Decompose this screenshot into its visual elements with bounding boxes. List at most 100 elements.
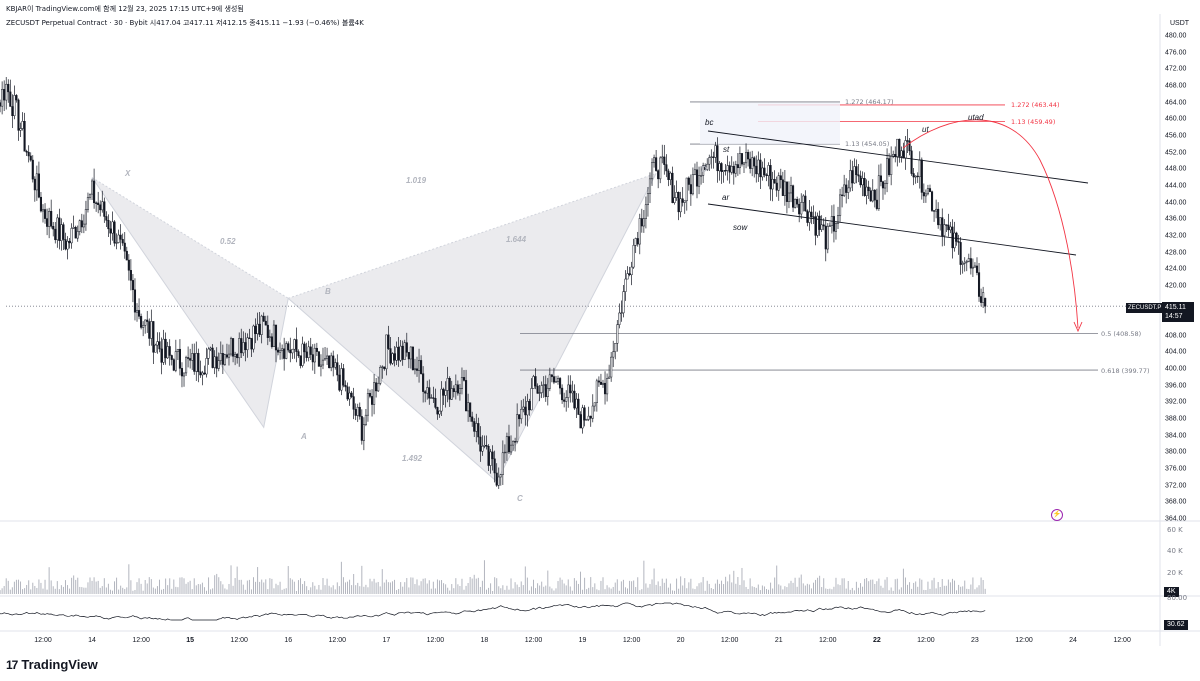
candle-body-440	[867, 186, 870, 192]
candle-body-458	[904, 140, 907, 159]
candle-body-296	[573, 390, 576, 409]
candle-body-200	[377, 383, 380, 392]
candle-body-494	[977, 272, 981, 297]
candle-body-93	[158, 341, 161, 350]
candle-body-20	[9, 91, 12, 107]
candle-body-407	[800, 202, 803, 215]
candle-body-250	[479, 436, 482, 452]
candle-body-100	[172, 359, 175, 371]
time-tick: 15	[186, 637, 195, 644]
lightning-icon[interactable]: ⚡	[1051, 509, 1063, 521]
candle-body-413	[812, 216, 815, 218]
symbol-line[interactable]: ZECUSDT Perpetual Contract · 30 · Bybit …	[6, 19, 364, 27]
channel-lower	[707, 203, 1077, 256]
candle-body-268	[516, 414, 519, 442]
candle-body-417	[820, 224, 823, 230]
candle-body-130	[234, 353, 237, 357]
candle-body-220	[418, 360, 421, 371]
candle-body-197	[370, 396, 374, 405]
candle-body-37	[43, 209, 47, 219]
candle-body-212	[401, 345, 404, 360]
candle-body-306	[593, 402, 596, 407]
candle-body-253	[485, 445, 488, 447]
fib-label-113-red: 1.13 (459.49)	[1011, 118, 1056, 126]
candle-body-164	[303, 343, 306, 353]
time-tick: 12:00	[622, 637, 641, 644]
candle-body-442	[871, 189, 874, 202]
candle-body-311	[603, 382, 607, 395]
candle-body-486	[961, 263, 964, 265]
candle-body-309	[599, 381, 602, 385]
candle-body-323	[628, 273, 631, 276]
candle-body-90	[152, 321, 155, 353]
candle-body-248	[475, 423, 478, 432]
time-tick: 12:00	[328, 637, 347, 644]
candle-body-84	[140, 316, 143, 328]
candle-body-167	[309, 346, 312, 355]
candle-body-451	[890, 155, 893, 175]
candle-body-345	[673, 197, 676, 203]
candle-body-394	[773, 178, 776, 184]
candle-body-307	[595, 380, 598, 403]
candle-body-101	[174, 351, 177, 371]
candle-body-454	[896, 138, 899, 157]
candle-body-381	[747, 152, 750, 160]
candle-body-82	[135, 310, 139, 313]
price-tick: 372.00	[1165, 482, 1187, 490]
candle-body-251	[481, 445, 484, 452]
candle-body-375	[734, 164, 737, 174]
candle-body-267	[514, 441, 517, 443]
candle-body-255	[489, 451, 492, 466]
candle-body-318	[618, 312, 621, 325]
candle-body-384	[753, 157, 756, 167]
candle-body-32	[33, 178, 36, 191]
candle-body-137	[248, 337, 251, 339]
candle-body-262	[503, 451, 506, 454]
candle-body-378	[740, 153, 744, 165]
candle-body-189	[354, 409, 357, 416]
candle-body-435	[857, 174, 860, 177]
candle-body-16	[1, 89, 4, 107]
candle-body-477	[943, 224, 946, 236]
candle-body-87	[146, 319, 149, 322]
candle-body-362	[708, 157, 711, 165]
candle-body-34	[37, 173, 40, 198]
bcd-triangle	[288, 173, 657, 482]
candle-body-363	[710, 156, 713, 158]
candle-body-275	[530, 388, 533, 411]
volume-tag: 4K	[1164, 587, 1179, 597]
candle-body-92	[156, 341, 159, 346]
candle-body-188	[352, 396, 355, 410]
candle-body-207	[391, 353, 394, 364]
candle-body-373	[730, 166, 733, 173]
candle-body-179	[334, 362, 337, 368]
candle-body-44	[58, 217, 61, 241]
candle-body-390	[765, 174, 768, 176]
candle-body-142	[258, 323, 261, 335]
candle-body-240	[458, 388, 461, 394]
candle-body-76	[123, 242, 126, 252]
candle-body-18	[5, 83, 8, 101]
candle-body-367	[718, 163, 721, 172]
candle-body-433	[853, 166, 856, 184]
candle-body-474	[937, 208, 940, 226]
time-tick: 18	[480, 637, 489, 644]
time-tick: 20	[676, 637, 685, 644]
candle-body-436	[859, 175, 862, 186]
candle-body-98	[168, 346, 171, 356]
candle-body-203	[383, 366, 386, 370]
candle-body-473	[935, 208, 938, 212]
candle-body-376	[736, 164, 739, 169]
candle-body-292	[565, 397, 568, 402]
candle-body-96	[164, 338, 167, 359]
currency-label: USDT	[1170, 20, 1190, 27]
candle-body-26	[21, 121, 24, 129]
candle-body-369	[722, 170, 725, 172]
candle-body-312	[606, 378, 609, 395]
time-tick: 12:00	[230, 637, 248, 644]
xabcd-ratio-xad: 1.019	[406, 176, 427, 185]
candle-body-374	[732, 166, 735, 174]
candle-body-114	[201, 372, 204, 376]
tradingview-brand[interactable]: 17 TradingView	[6, 657, 98, 672]
